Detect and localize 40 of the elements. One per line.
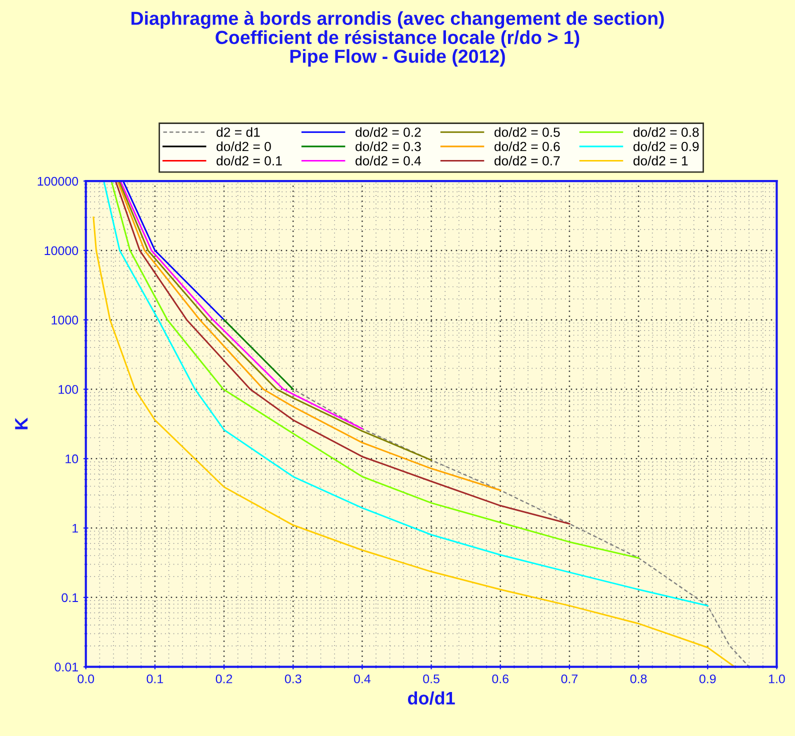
- legend-label: do/d2 = 0: [216, 141, 271, 152]
- y-tick-label: 100: [58, 385, 78, 394]
- legend-label: d2 = d1: [216, 127, 260, 137]
- line-series: [120, 181, 363, 430]
- y-tick-label: 10000: [44, 246, 78, 256]
- x-tick-label: 0.2: [216, 674, 232, 684]
- y-tick-label: 0.1: [62, 593, 78, 602]
- legend-label: do/d2 = 0.7: [494, 156, 560, 166]
- legend-label: do/d2 = 0.5: [494, 127, 560, 137]
- legend-label: do/d2 = 0.3: [356, 141, 421, 152]
- y-axis-title: K: [15, 418, 28, 430]
- x-tick-label: 0.7: [561, 674, 578, 684]
- x-tick-label: 0.3: [284, 674, 302, 684]
- legend-label: do/d2 = 0.8: [633, 127, 699, 137]
- x-tick-label: 0.0: [78, 674, 94, 684]
- legend-label: do/d2 = 0.1: [216, 156, 282, 166]
- legend-label: do/d2 = 1: [633, 156, 688, 166]
- chart-title: Diaphragme à bords arrondis (avec changement de section) Coefficient de résistance locale (r/do > 1) Pipe Flow - Guide (2012): [132, 11, 664, 67]
- legend-label: do/d2 = 0.6: [494, 141, 560, 152]
- x-tick-label: 0.1: [146, 674, 164, 684]
- y-tick-label: 100000: [38, 176, 78, 186]
- x-tick-label: 0.9: [699, 674, 716, 684]
- line-series: [116, 181, 502, 492]
- legend-label: do/d2 = 0.4: [356, 156, 422, 166]
- y-tick-label: 1: [72, 524, 78, 533]
- x-tick-label: 0.8: [630, 674, 647, 684]
- x-tick-label: 0.6: [492, 674, 509, 684]
- line-series: [114, 181, 570, 525]
- x-axis-title: do/d1: [408, 691, 455, 705]
- line-series: [118, 181, 432, 461]
- y-tick-label: 0.01: [54, 662, 78, 672]
- x-tick-label: 0.5: [423, 674, 440, 684]
- x-tick-label: 0.4: [354, 674, 371, 684]
- line-series: [110, 181, 640, 559]
- line-series: [103, 181, 708, 606]
- y-tick-label: 1000: [52, 316, 78, 324]
- x-tick-label: 1.0: [768, 674, 785, 684]
- legend-label: do/d2 = 0.2: [356, 127, 421, 137]
- legend-label: do/d2 = 0.9: [633, 141, 699, 152]
- y-tick-label: 10: [66, 454, 78, 464]
